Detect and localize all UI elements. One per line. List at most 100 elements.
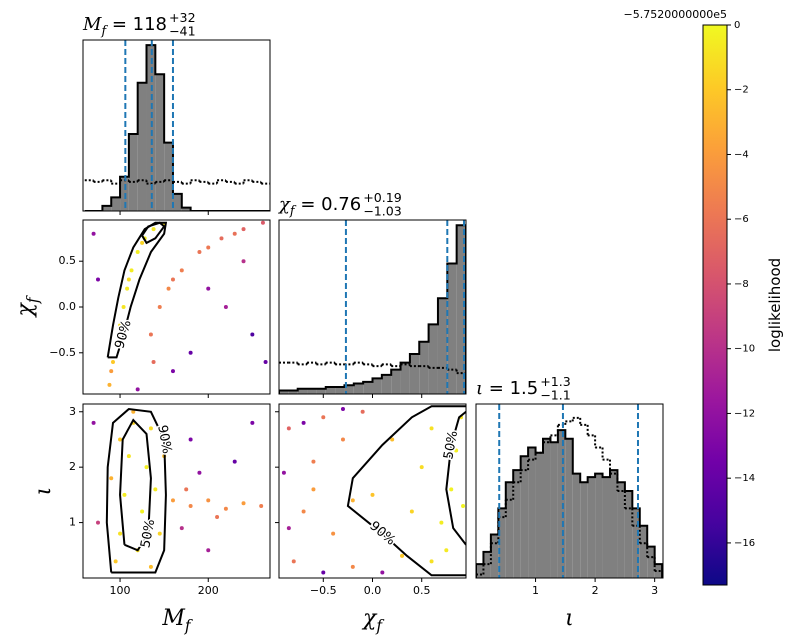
- scatter-point: [110, 359, 115, 364]
- colorbar-tick-label: −10: [734, 344, 755, 355]
- axis-label: χf: [13, 295, 42, 318]
- scatter-point: [301, 509, 306, 514]
- scatter-point: [170, 498, 175, 503]
- scatter-point: [148, 332, 153, 337]
- scatter-point: [91, 420, 96, 425]
- scatter-point: [449, 487, 454, 492]
- bar: [372, 378, 382, 394]
- colorbar-tick-label: −14: [734, 473, 755, 484]
- scatter-point: [370, 492, 375, 497]
- contour-label: 50%: [138, 518, 158, 549]
- upper-error: +32: [169, 10, 196, 25]
- x-tick-label: 3: [651, 584, 658, 597]
- y-tick-label: −0.5: [49, 346, 76, 359]
- scatter-point: [223, 305, 228, 309]
- scatter-point: [170, 277, 175, 282]
- bar: [572, 473, 581, 578]
- scatter-point: [135, 250, 140, 255]
- bar: [164, 142, 173, 211]
- scatter-point: [170, 369, 175, 374]
- upper-error: +1.3: [540, 374, 571, 389]
- subscript: f: [24, 295, 42, 304]
- scatter-point: [350, 564, 355, 569]
- subscript: f: [100, 23, 108, 38]
- symbol: ι: [565, 606, 574, 631]
- bar: [128, 134, 138, 211]
- x-tick-label: −0.5: [310, 584, 337, 597]
- axis-label: ι: [565, 606, 574, 631]
- subscript: f: [289, 203, 297, 218]
- bar: [419, 341, 429, 394]
- scatter-point: [350, 498, 355, 503]
- scatter-point: [281, 470, 286, 475]
- bar: [520, 456, 529, 578]
- scatter-point: [439, 520, 444, 525]
- scatter-point: [400, 553, 405, 558]
- panel-frame: [82, 403, 271, 579]
- bar: [609, 470, 618, 578]
- colorbar-tick-label: −2: [734, 85, 749, 96]
- scatter-point: [241, 501, 246, 506]
- scatter-point: [380, 570, 385, 575]
- title-value: = 0.76: [295, 194, 362, 215]
- scatter-point: [206, 498, 211, 503]
- panel-content: 90%: [91, 220, 268, 392]
- contour-label: 90%: [112, 319, 134, 351]
- colorbar-tick-label: −16: [734, 538, 755, 549]
- x-tick-label: 1: [532, 584, 539, 597]
- contour-label: 90%: [154, 424, 174, 455]
- scatter-point: [197, 250, 202, 255]
- scatter-point: [311, 459, 316, 464]
- bar: [409, 353, 420, 394]
- scatter-point: [206, 286, 211, 291]
- scatter-point: [241, 259, 246, 264]
- bar: [528, 447, 536, 578]
- bar: [639, 525, 648, 578]
- scatter-point: [95, 520, 100, 525]
- scatter-point: [121, 305, 126, 309]
- contour: [106, 221, 168, 359]
- y-tick-label: 3: [69, 405, 76, 418]
- scatter-point: [148, 564, 153, 569]
- scatter-point: [219, 236, 224, 241]
- symbol: ι: [476, 378, 483, 399]
- scatter-point: [301, 420, 306, 425]
- bar: [172, 193, 182, 211]
- scatter-point: [126, 277, 131, 282]
- y-tick-label: 2: [69, 460, 76, 473]
- scatter-point: [113, 559, 118, 564]
- contour: [105, 407, 167, 574]
- bar: [428, 324, 438, 394]
- panel-content: [84, 40, 270, 211]
- bar: [557, 430, 566, 578]
- scatter-point: [166, 286, 171, 291]
- bar: [632, 508, 640, 578]
- contour-label: 50%: [441, 429, 461, 460]
- x-tick-label: 0.0: [364, 584, 382, 597]
- scatter-point: [215, 515, 220, 520]
- scatter-point: [454, 448, 459, 453]
- bar: [288, 390, 298, 394]
- colorbar-tick-label: 0: [734, 20, 740, 31]
- hist-outline: [279, 224, 466, 394]
- upper-error: +0.19: [363, 190, 402, 205]
- scatter-point: [409, 509, 414, 514]
- bar: [181, 207, 191, 211]
- bar: [580, 482, 588, 578]
- bar: [353, 383, 364, 394]
- scatter-point: [95, 277, 100, 282]
- scatter-point: [286, 426, 291, 431]
- colorbar-label: loglikelihood: [766, 258, 784, 352]
- bar: [363, 381, 373, 394]
- panel-frame: [278, 403, 467, 579]
- scatter-point: [140, 240, 145, 245]
- x-tick-label: 100: [110, 584, 131, 597]
- symbol: M: [161, 606, 185, 631]
- bar: [654, 564, 663, 578]
- panel-title: ι = 1.5 +1.3−1.1: [476, 374, 571, 403]
- bar: [335, 387, 345, 394]
- bar: [437, 298, 448, 394]
- bar: [498, 508, 506, 578]
- y-tick-label: 1: [69, 516, 76, 529]
- scatter-point: [157, 305, 162, 309]
